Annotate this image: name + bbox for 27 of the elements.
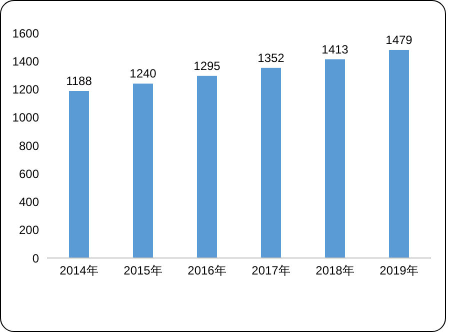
x-tick-label: 2014年 — [60, 264, 98, 278]
data-label: 1413 — [322, 42, 349, 56]
y-tick-label: 400 — [18, 195, 40, 210]
bar — [325, 59, 345, 258]
x-tick-label: 2016年 — [188, 264, 226, 278]
bar — [133, 84, 153, 258]
bar — [261, 68, 281, 258]
y-tick-label: 600 — [18, 166, 40, 181]
bar — [389, 50, 409, 258]
data-label: 1295 — [194, 58, 221, 73]
y-tick-label: 1600 — [12, 26, 40, 40]
x-tick-label: 2015年 — [124, 264, 162, 278]
bar — [69, 90, 89, 258]
y-tick-label: 1400 — [12, 54, 40, 68]
data-label: 1352 — [258, 50, 285, 65]
x-tick-label: 2018年 — [316, 264, 354, 278]
y-tick-label: 200 — [18, 223, 40, 238]
y-tick-label: 1000 — [12, 110, 40, 125]
x-tick-label: 2017年 — [252, 264, 290, 278]
y-tick-label: 800 — [18, 138, 40, 153]
data-label: 1188 — [66, 74, 92, 88]
x-tick-label: 2019年 — [380, 264, 418, 278]
y-tick-label: 0 — [32, 251, 40, 266]
bar — [197, 76, 217, 258]
y-tick-label: 1200 — [12, 82, 40, 97]
data-label: 1240 — [130, 66, 157, 81]
data-label: 1479 — [386, 33, 413, 48]
